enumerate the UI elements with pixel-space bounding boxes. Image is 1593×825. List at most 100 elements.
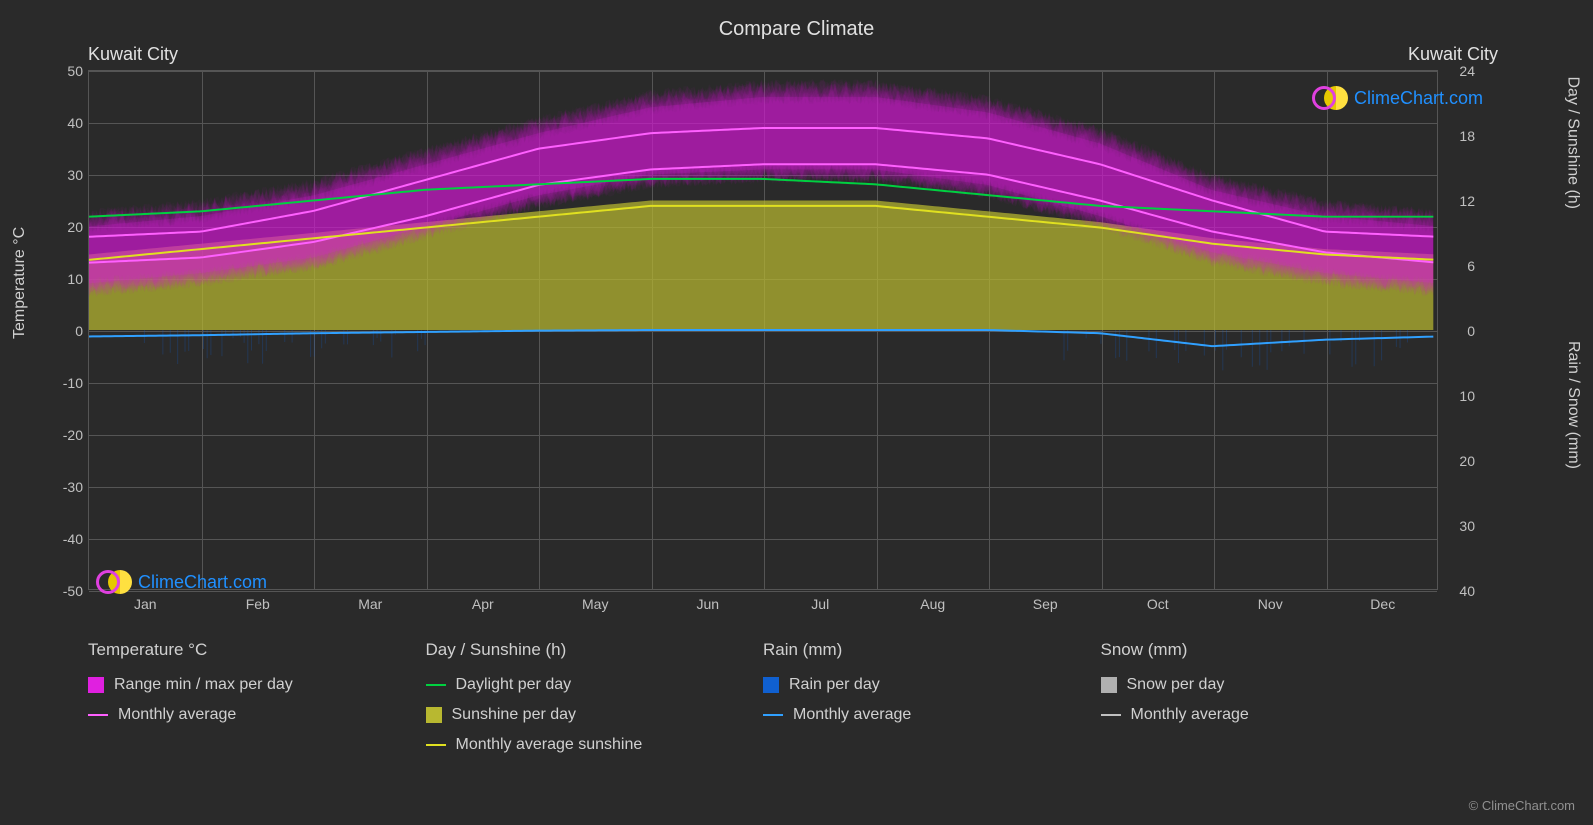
y-tick-right-bottom: 10 <box>1459 388 1475 404</box>
grid-line-v <box>314 71 315 589</box>
sunshine-avg-line <box>89 206 1433 260</box>
legend-swatch <box>88 677 104 693</box>
x-tick-month: Jun <box>696 596 719 612</box>
y-tick-left: -50 <box>47 583 83 599</box>
temp-avg-low-line <box>89 164 1433 262</box>
y-tick-right-top: 6 <box>1467 258 1475 274</box>
y-axis-left-label: Temperature °C <box>11 227 29 339</box>
logo-text: ClimeChart.com <box>1354 88 1483 109</box>
x-tick-month: Feb <box>246 596 270 612</box>
grid-line-h <box>89 591 1437 592</box>
y-tick-left: -40 <box>47 531 83 547</box>
daylight-line <box>89 179 1433 217</box>
legend-item: Monthly average sunshine <box>426 736 764 754</box>
grid-line-h <box>89 539 1437 540</box>
rain-avg-line <box>89 330 1433 346</box>
legend: Temperature °C Range min / max per day Mon… <box>88 640 1438 754</box>
grid-line-h <box>89 227 1437 228</box>
logo-top-right: ClimeChart.com <box>1312 86 1483 110</box>
y-tick-left: 30 <box>47 167 83 183</box>
grid-line-v <box>652 71 653 589</box>
legend-label: Rain per day <box>789 676 880 694</box>
legend-item: Snow per day <box>1101 676 1439 694</box>
temp-range-fuzz <box>89 79 1433 298</box>
legend-label: Monthly average sunshine <box>456 736 643 754</box>
legend-header: Snow (mm) <box>1101 640 1439 660</box>
y-axis-right-bottom-label: Rain / Snow (mm) <box>1564 341 1582 469</box>
y-tick-left: 0 <box>47 323 83 339</box>
grid-line-v <box>1102 71 1103 589</box>
copyright: © ClimeChart.com <box>1469 798 1575 813</box>
y-tick-left: -30 <box>47 479 83 495</box>
y-tick-left: 10 <box>47 271 83 287</box>
grid-line-h <box>89 383 1437 384</box>
legend-swatch <box>763 677 779 693</box>
legend-item: Monthly average <box>88 706 426 724</box>
city-label-left: Kuwait City <box>88 44 178 65</box>
y-tick-right-top: 0 <box>1467 323 1475 339</box>
legend-header: Day / Sunshine (h) <box>426 640 764 660</box>
grid-line-v <box>764 71 765 589</box>
legend-col-day: Day / Sunshine (h) Daylight per day Sunshi… <box>426 640 764 754</box>
legend-header: Temperature °C <box>88 640 426 660</box>
grid-line-v <box>877 71 878 589</box>
logo-bottom-left: ClimeChart.com <box>96 570 267 594</box>
y-tick-right-top: 12 <box>1459 193 1475 209</box>
x-tick-month: Jul <box>811 596 829 612</box>
grid-line-h <box>89 487 1437 488</box>
y-tick-left: 40 <box>47 115 83 131</box>
y-tick-right-bottom: 20 <box>1459 453 1475 469</box>
legend-label: Monthly average <box>118 706 236 724</box>
y-tick-left: -10 <box>47 375 83 391</box>
grid-line-v <box>1327 71 1328 589</box>
legend-swatch <box>763 714 783 716</box>
y-tick-left: 50 <box>47 63 83 79</box>
legend-item: Monthly average <box>1101 706 1439 724</box>
legend-label: Daylight per day <box>456 676 572 694</box>
x-tick-month: Dec <box>1370 596 1395 612</box>
legend-col-rain: Rain (mm) Rain per day Monthly average <box>763 640 1101 754</box>
grid-line-v <box>202 71 203 589</box>
y-tick-right-top: 24 <box>1459 63 1475 79</box>
legend-swatch <box>426 744 446 746</box>
x-tick-month: May <box>582 596 608 612</box>
y-tick-right-top: 18 <box>1459 128 1475 144</box>
legend-label: Monthly average <box>1131 706 1249 724</box>
x-tick-month: Apr <box>472 596 494 612</box>
y-axis-right-top-label: Day / Sunshine (h) <box>1564 76 1582 209</box>
grid-line-v <box>539 71 540 589</box>
legend-swatch <box>426 684 446 686</box>
legend-header: Rain (mm) <box>763 640 1101 660</box>
y-tick-left: -20 <box>47 427 83 443</box>
chart-title: Compare Climate <box>0 0 1593 41</box>
y-tick-left: 20 <box>47 219 83 235</box>
city-label-right: Kuwait City <box>1408 44 1498 65</box>
legend-swatch <box>1101 714 1121 716</box>
x-tick-month: Jan <box>134 596 157 612</box>
x-tick-month: Aug <box>920 596 945 612</box>
grid-line-h <box>89 279 1437 280</box>
legend-item: Monthly average <box>763 706 1101 724</box>
legend-item: Rain per day <box>763 676 1101 694</box>
grid-line-v <box>427 71 428 589</box>
y-tick-right-bottom: 30 <box>1459 518 1475 534</box>
legend-item: Range min / max per day <box>88 676 426 694</box>
x-tick-month: Mar <box>358 596 382 612</box>
x-tick-month: Oct <box>1147 596 1169 612</box>
legend-label: Range min / max per day <box>114 676 293 694</box>
grid-line-h <box>89 71 1437 72</box>
rain-streaks <box>144 330 1407 370</box>
legend-swatch <box>1101 677 1117 693</box>
legend-label: Snow per day <box>1127 676 1225 694</box>
sunshine-area <box>89 201 1433 331</box>
legend-item: Sunshine per day <box>426 706 764 724</box>
legend-swatch <box>88 714 108 716</box>
legend-col-temp: Temperature °C Range min / max per day Mon… <box>88 640 426 754</box>
grid-line-h <box>89 123 1437 124</box>
grid-line-h <box>89 175 1437 176</box>
grid-line-h <box>89 331 1437 332</box>
x-tick-month: Sep <box>1033 596 1058 612</box>
grid-line-v <box>989 71 990 589</box>
legend-item: Daylight per day <box>426 676 764 694</box>
x-tick-month: Nov <box>1258 596 1283 612</box>
